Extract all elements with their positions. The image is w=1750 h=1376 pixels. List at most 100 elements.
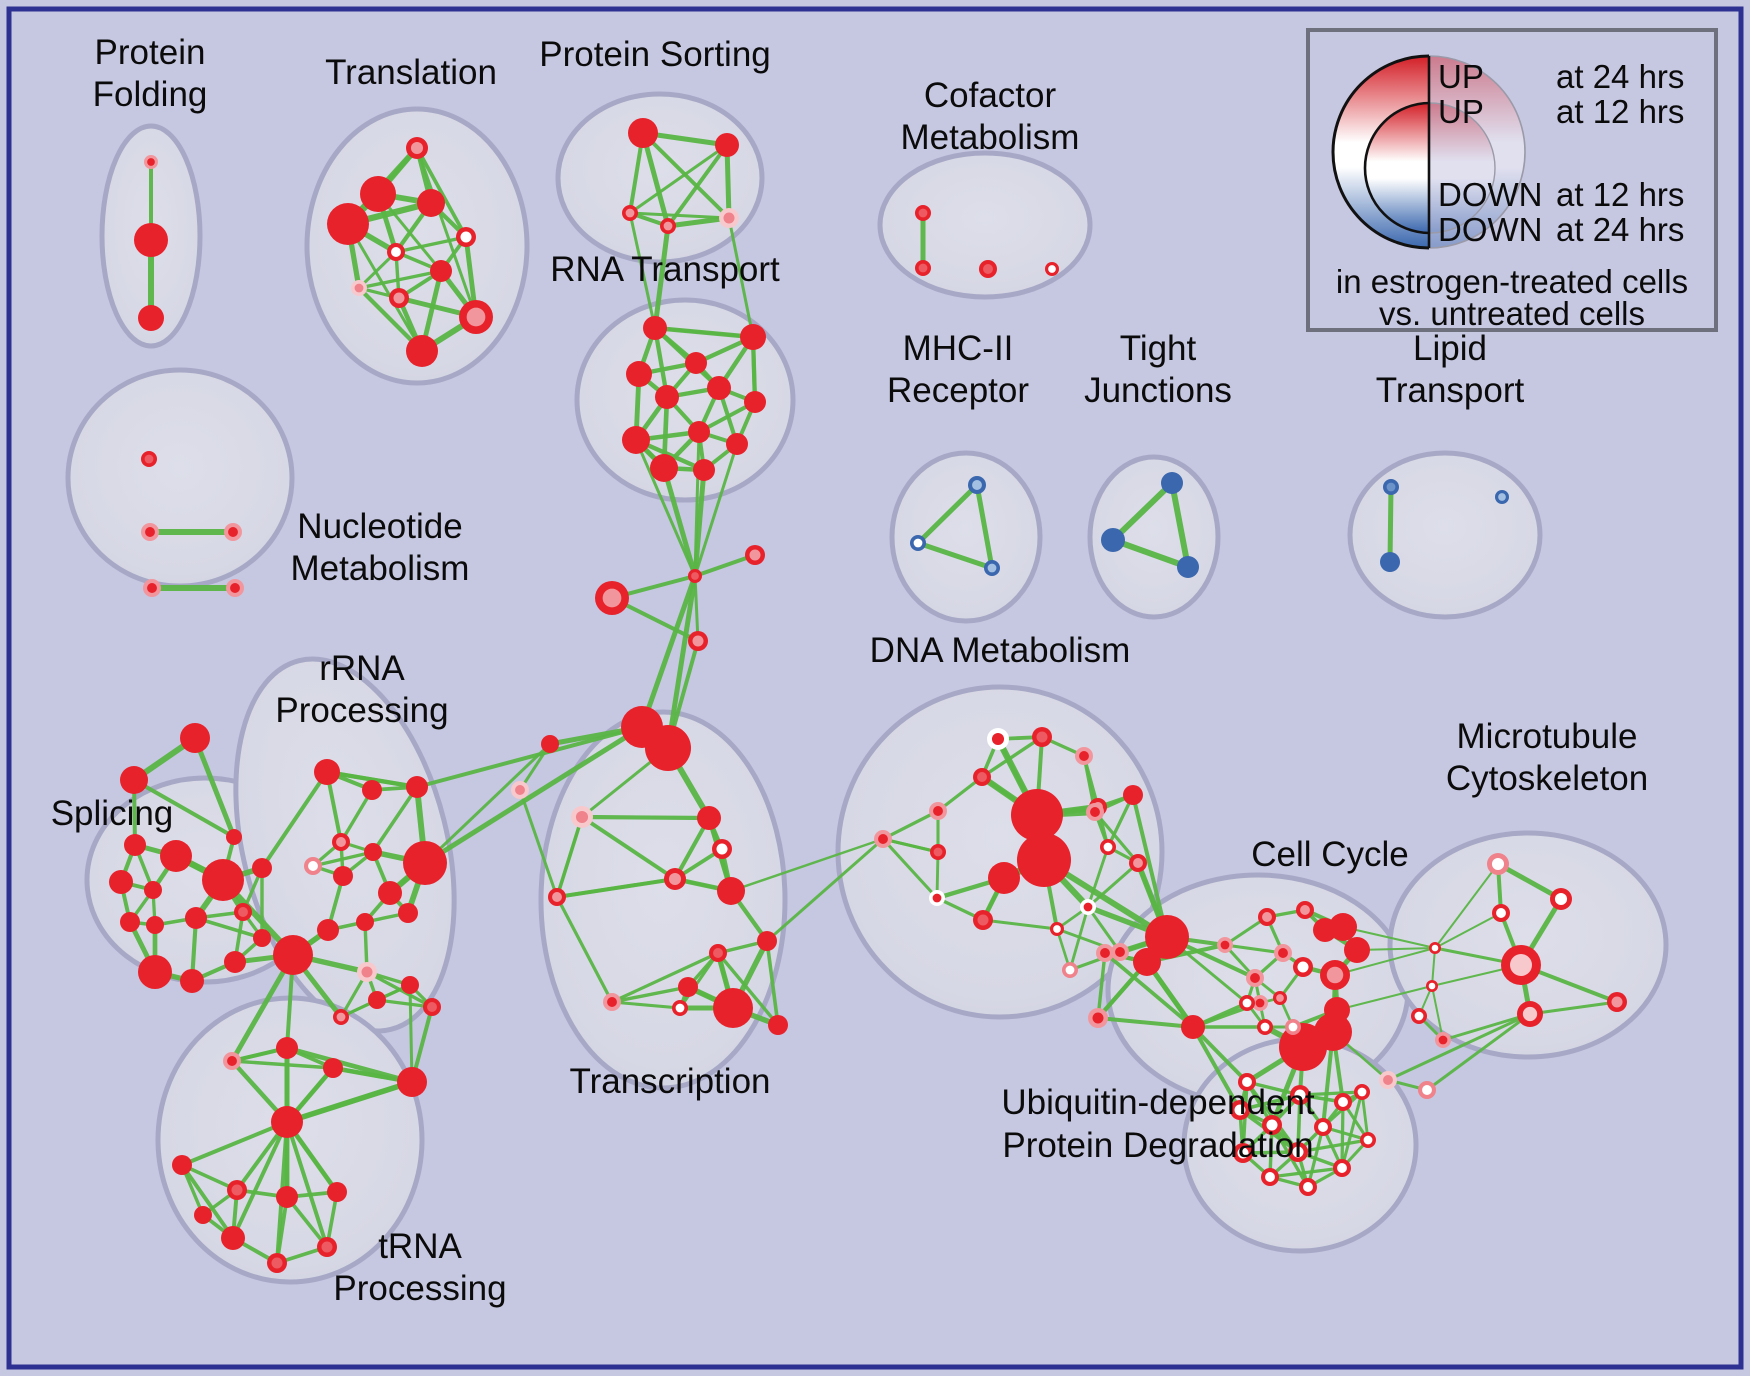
gene-node-nucleotide[interactable] — [143, 579, 161, 597]
gene-node-rna_transport[interactable] — [744, 391, 766, 413]
gene-node-dna[interactable] — [1080, 899, 1096, 915]
gene-node-microtubule[interactable] — [1501, 945, 1541, 985]
gene-node-cellcycle[interactable] — [1088, 1008, 1108, 1028]
gene-node-translation[interactable] — [459, 300, 493, 334]
gene-node-cellcycle[interactable] — [1314, 1013, 1352, 1051]
gene-node-splicing[interactable] — [120, 912, 140, 932]
gene-node-dna[interactable] — [1123, 785, 1143, 805]
gene-node-transcription[interactable] — [678, 977, 698, 997]
gene-node-dna[interactable] — [1111, 943, 1129, 961]
gene-node-rna_transport[interactable] — [626, 361, 652, 387]
gene-node-splicing[interactable] — [160, 840, 192, 872]
gene-node-protein_folding[interactable] — [134, 223, 168, 257]
gene-node-dna[interactable] — [1100, 839, 1116, 855]
gene-node-cellcycle[interactable] — [1181, 1015, 1205, 1039]
gene-node-translation[interactable] — [456, 227, 476, 247]
gene-node-rrna[interactable] — [314, 759, 340, 785]
gene-node-microtubule[interactable] — [1429, 942, 1441, 954]
gene-node-cellcycle[interactable] — [1258, 908, 1276, 926]
gene-node-rrna[interactable] — [362, 780, 382, 800]
gene-node-trna[interactable] — [276, 1186, 298, 1208]
gene-node-translation[interactable] — [327, 203, 369, 245]
gene-node-dna[interactable] — [1011, 789, 1063, 841]
gene-node-splicing[interactable] — [253, 929, 271, 947]
gene-node-cellcycle[interactable] — [1344, 937, 1370, 963]
gene-node-connector[interactable] — [511, 781, 529, 799]
gene-node-trna[interactable] — [267, 1253, 287, 1273]
gene-node-cellcycle[interactable] — [1329, 913, 1357, 941]
gene-node-rrna[interactable] — [332, 833, 350, 851]
gene-node-transcription[interactable] — [672, 1000, 688, 1016]
gene-node-dna[interactable] — [1145, 915, 1189, 959]
gene-node-rrna[interactable] — [273, 935, 313, 975]
gene-node-trna[interactable] — [223, 1052, 241, 1070]
gene-node-rrna[interactable] — [333, 1009, 349, 1025]
gene-node-cofactor[interactable] — [1045, 262, 1059, 276]
gene-node-cofactor[interactable] — [915, 260, 931, 276]
gene-node-ubiquitin[interactable] — [1262, 1115, 1282, 1135]
gene-node-splicing[interactable] — [180, 969, 204, 993]
gene-node-microtubule[interactable] — [1550, 888, 1572, 910]
gene-node-rna_transport[interactable] — [643, 316, 667, 340]
gene-node-protein_sorting[interactable] — [628, 118, 658, 148]
gene-node-dna[interactable] — [1050, 922, 1064, 936]
gene-node-rrna[interactable] — [304, 857, 322, 875]
gene-node-cellcycle[interactable] — [1246, 969, 1264, 987]
gene-node-dna[interactable] — [973, 768, 991, 786]
gene-node-dna[interactable] — [1017, 833, 1071, 887]
gene-node-splicing[interactable] — [224, 951, 246, 973]
gene-node-trna[interactable] — [194, 1206, 212, 1224]
gene-node-dna[interactable] — [988, 862, 1020, 894]
gene-node-connector[interactable] — [1379, 1071, 1397, 1089]
gene-node-rrna[interactable] — [378, 881, 402, 905]
gene-node-translation[interactable] — [406, 335, 438, 367]
gene-node-nucleotide[interactable] — [141, 451, 157, 467]
gene-node-dna[interactable] — [1062, 962, 1078, 978]
gene-node-trna[interactable] — [323, 1058, 343, 1078]
gene-node-ubiquitin[interactable] — [1261, 1168, 1279, 1186]
gene-node-rrna[interactable] — [406, 776, 428, 798]
gene-node-ubiquitin[interactable] — [1333, 1159, 1351, 1177]
gene-node-cellcycle[interactable] — [1257, 1019, 1273, 1035]
gene-node-trna[interactable] — [276, 1037, 298, 1059]
gene-node-nucleotide[interactable] — [141, 523, 159, 541]
gene-node-ubiquitin[interactable] — [1290, 1085, 1310, 1105]
gene-node-translation[interactable] — [387, 243, 405, 261]
gene-node-protein_sorting[interactable] — [660, 218, 676, 234]
gene-node-transcription[interactable] — [697, 806, 721, 830]
gene-node-dna[interactable] — [1086, 803, 1104, 821]
gene-node-transcription[interactable] — [603, 993, 621, 1011]
gene-node-transcription[interactable] — [664, 868, 686, 890]
gene-node-microtubule[interactable] — [1411, 1008, 1427, 1024]
gene-node-splicing[interactable] — [185, 907, 207, 929]
gene-node-connector[interactable] — [688, 631, 708, 651]
gene-node-cellcycle[interactable] — [1239, 995, 1255, 1011]
gene-node-dna[interactable] — [930, 844, 946, 860]
gene-node-rna_transport[interactable] — [685, 352, 707, 374]
gene-node-transcription[interactable] — [571, 806, 593, 828]
gene-node-microtubule[interactable] — [1517, 1001, 1543, 1027]
gene-node-transcription[interactable] — [712, 839, 732, 859]
gene-node-rna_transport[interactable] — [707, 376, 731, 400]
gene-node-protein_sorting[interactable] — [622, 205, 638, 221]
gene-node-mhc[interactable] — [984, 560, 1000, 576]
gene-node-cellcycle[interactable] — [1217, 937, 1233, 953]
gene-node-ubiquitin[interactable] — [1233, 1143, 1253, 1163]
gene-node-lipid[interactable] — [1495, 490, 1509, 504]
gene-node-cellcycle[interactable] — [1096, 944, 1114, 962]
gene-node-ubiquitin[interactable] — [1314, 1118, 1332, 1136]
gene-node-ubiquitin[interactable] — [1354, 1084, 1370, 1100]
gene-node-splicing[interactable] — [144, 881, 162, 899]
gene-node-ubiquitin[interactable] — [1299, 1178, 1317, 1196]
gene-node-connector[interactable] — [688, 569, 702, 583]
gene-node-splicing[interactable] — [234, 903, 252, 921]
gene-node-cellcycle[interactable] — [1133, 948, 1161, 976]
gene-node-translation[interactable] — [406, 137, 428, 159]
gene-node-translation[interactable] — [430, 260, 452, 282]
gene-node-transcription[interactable] — [709, 944, 727, 962]
gene-node-connector[interactable] — [645, 725, 691, 771]
gene-node-trna[interactable] — [271, 1106, 303, 1138]
gene-node-translation[interactable] — [389, 288, 409, 308]
gene-node-transcription[interactable] — [768, 1015, 788, 1035]
gene-node-cellcycle[interactable] — [1273, 991, 1287, 1005]
